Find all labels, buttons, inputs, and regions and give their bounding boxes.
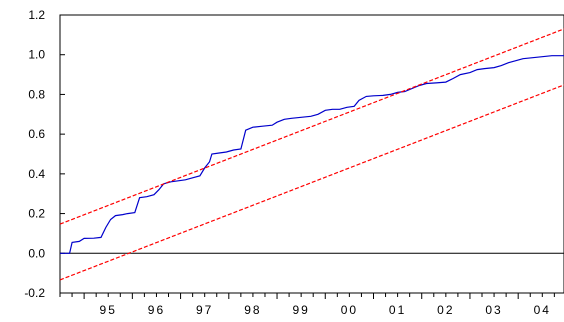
series-line-lower-band [59, 84, 564, 281]
x-tick-label: 96 [148, 303, 165, 317]
series-line-upper-band [59, 28, 564, 225]
x-tick-label: 02 [437, 303, 454, 317]
x-tick-label: 95 [100, 303, 117, 317]
x-tick-label: 03 [485, 303, 502, 317]
y-tick-label: 1.0 [28, 48, 45, 62]
y-tick-label: -0.2 [24, 286, 45, 300]
x-tick-label: 04 [534, 303, 551, 317]
x-axis: 95 96 97 98 99 00 01 02 03 04 [59, 293, 555, 317]
y-tick-label: 0.6 [28, 127, 45, 141]
series-line-main [60, 55, 564, 254]
series-layer [59, 28, 564, 281]
y-tick-label: 0.0 [28, 246, 45, 260]
y-tick-label: 0.4 [28, 167, 45, 181]
x-tick-label: 00 [341, 303, 358, 317]
y-tick-label: 0.8 [28, 87, 45, 101]
x-tick-label: 01 [389, 303, 406, 317]
y-axis: -0.2 0.0 0.2 0.4 0.6 0.8 1.0 1.2 [24, 8, 65, 300]
y-tick-label: 0.2 [28, 207, 45, 221]
y-tick-label: 1.2 [28, 8, 45, 22]
plot-frame [59, 14, 564, 294]
x-tick-label: 97 [196, 303, 213, 317]
x-tick-label: 98 [244, 303, 261, 317]
x-tick-label: 99 [292, 303, 309, 317]
